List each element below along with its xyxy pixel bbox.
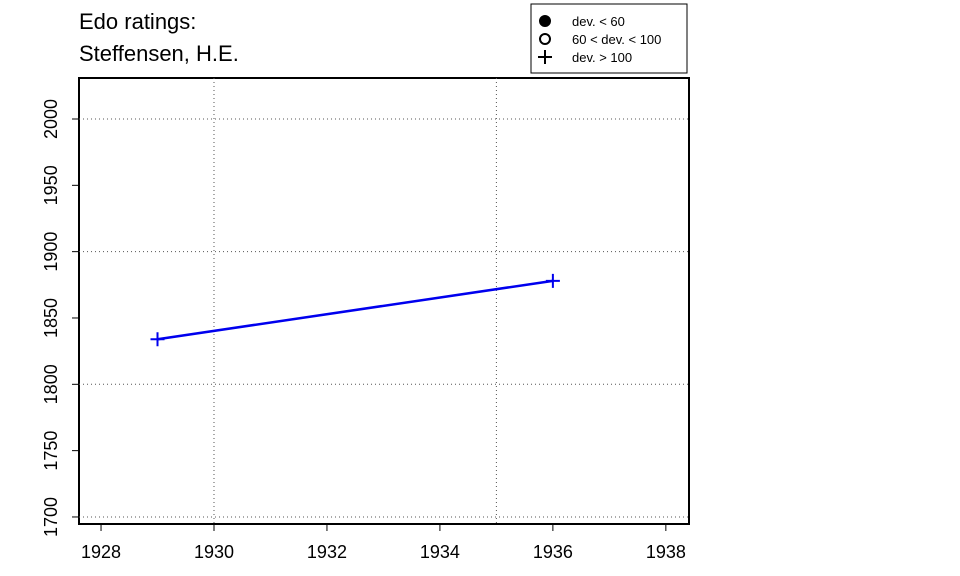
legend-label: dev. > 100 <box>572 50 632 65</box>
x-tick-label: 1932 <box>307 542 347 562</box>
x-tick-label: 1936 <box>533 542 573 562</box>
point <box>545 273 560 288</box>
legend-label: dev. < 60 <box>572 14 625 29</box>
point <box>150 332 165 347</box>
y-tick-label: 1850 <box>41 298 61 338</box>
x-tick-label: 1928 <box>81 542 121 562</box>
chart-title: Edo ratings: <box>79 9 196 34</box>
chart-title: Steffensen, H.E. <box>79 41 239 66</box>
legend-marker <box>539 15 551 27</box>
y-tick-label: 1800 <box>41 364 61 404</box>
legend-marker <box>539 33 551 45</box>
x-tick-label: 1930 <box>194 542 234 562</box>
x-tick-label: 1938 <box>646 542 686 562</box>
x-tick-label: 1934 <box>420 542 460 562</box>
y-tick-label: 2000 <box>41 99 61 139</box>
legend-box <box>530 3 688 74</box>
y-tick-label: 1950 <box>41 165 61 205</box>
y-tick-label: 1700 <box>41 497 61 537</box>
legend-marker <box>538 50 552 64</box>
line <box>157 279 554 341</box>
y-tick-label: 1750 <box>41 431 61 471</box>
y-tick-label: 1900 <box>41 232 61 272</box>
legend-label: 60 < dev. < 100 <box>572 32 661 47</box>
plot-frame <box>78 77 690 525</box>
